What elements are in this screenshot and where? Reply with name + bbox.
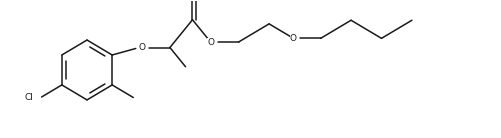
Text: O: O <box>138 43 145 52</box>
Text: Cl: Cl <box>24 92 33 102</box>
Text: O: O <box>290 34 297 43</box>
Text: O: O <box>206 38 213 47</box>
